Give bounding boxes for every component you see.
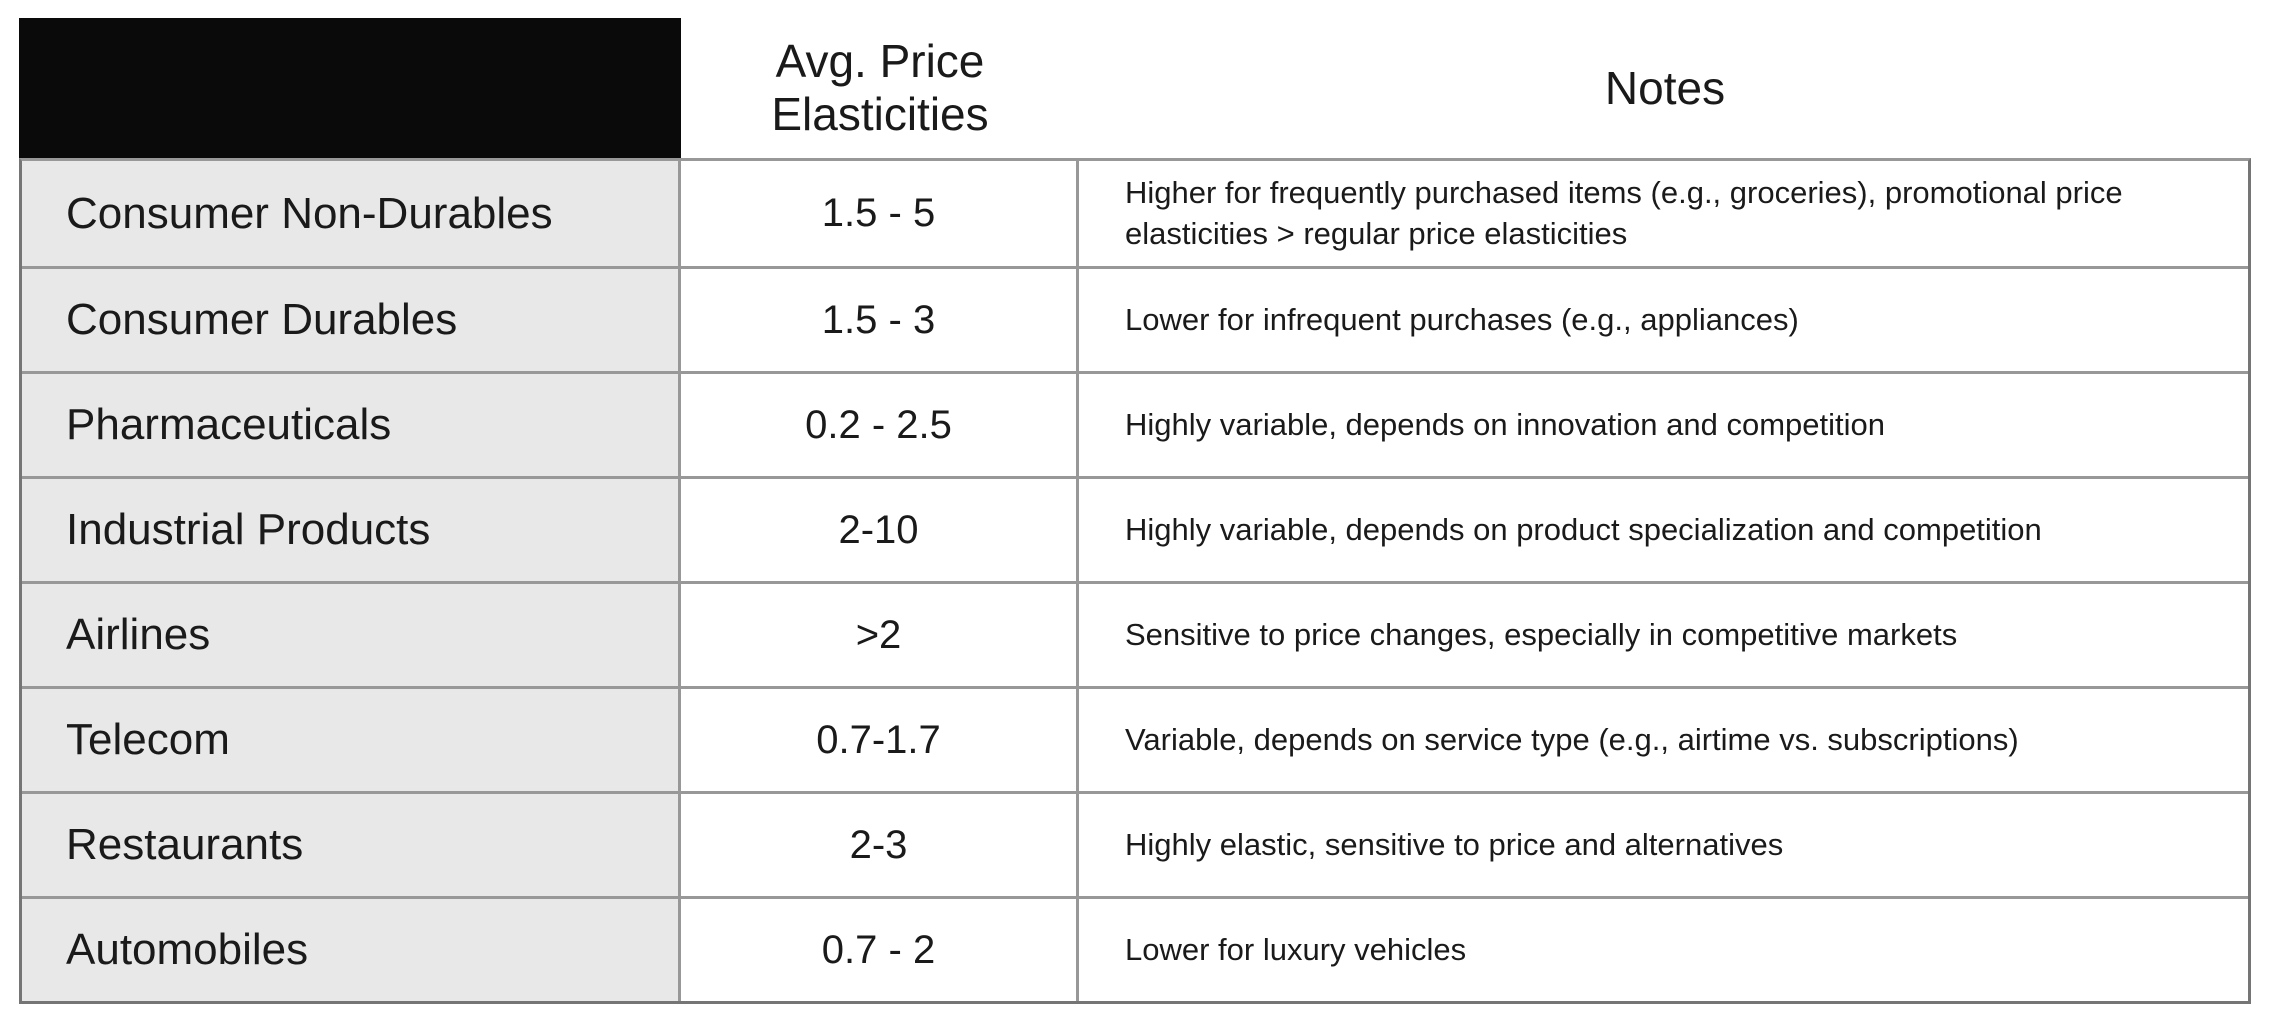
elasticity-table: Avg. Price Elasticities Notes Consumer N…: [19, 18, 2251, 1004]
elasticity-cell: 1.5 - 5: [681, 161, 1079, 266]
industry-cell: Consumer Non-Durables: [22, 161, 681, 266]
industry-cell: Telecom: [22, 686, 681, 791]
header-notes-cell: Notes: [1604, 62, 1726, 114]
elasticity-cell: >2: [681, 581, 1079, 686]
elasticity-cell: 1.5 - 3: [681, 266, 1079, 371]
elasticity-cell: 2-3: [681, 791, 1079, 896]
notes-cell: Lower for infrequent purchases (e.g., ap…: [1079, 266, 2248, 371]
elasticity-cell: 0.2 - 2.5: [681, 371, 1079, 476]
industry-cell: Industrial Products: [22, 476, 681, 581]
notes-cell: Highly elastic, sensitive to price and a…: [1079, 791, 2248, 896]
industry-cell: Consumer Durables: [22, 266, 681, 371]
notes-cell: Highly variable, depends on product spec…: [1079, 476, 2248, 581]
notes-cell: Sensitive to price changes, especially i…: [1079, 581, 2248, 686]
industry-cell: Automobiles: [22, 896, 681, 1001]
header-elasticity-cell: Avg. Price Elasticities: [771, 35, 989, 140]
elasticity-cell: 0.7 - 2: [681, 896, 1079, 1001]
industry-cell: Restaurants: [22, 791, 681, 896]
industry-cell: Airlines: [22, 581, 681, 686]
notes-cell: Highly variable, depends on innovation a…: [1079, 371, 2248, 476]
elasticity-cell: 2-10: [681, 476, 1079, 581]
header-industry-cell: [19, 18, 681, 158]
notes-cell: Higher for frequently purchased items (e…: [1125, 174, 2123, 251]
notes-cell: Variable, depends on service type (e.g.,…: [1079, 686, 2248, 791]
elasticity-cell: 0.7-1.7: [681, 686, 1079, 791]
industry-cell: Pharmaceuticals: [22, 371, 681, 476]
table-body: Consumer Non-Durables 1.5 - 5 Higher for…: [19, 158, 2251, 1004]
table-header-row: Avg. Price Elasticities Notes: [19, 18, 2251, 158]
notes-cell: Lower for luxury vehicles: [1079, 896, 2248, 1001]
